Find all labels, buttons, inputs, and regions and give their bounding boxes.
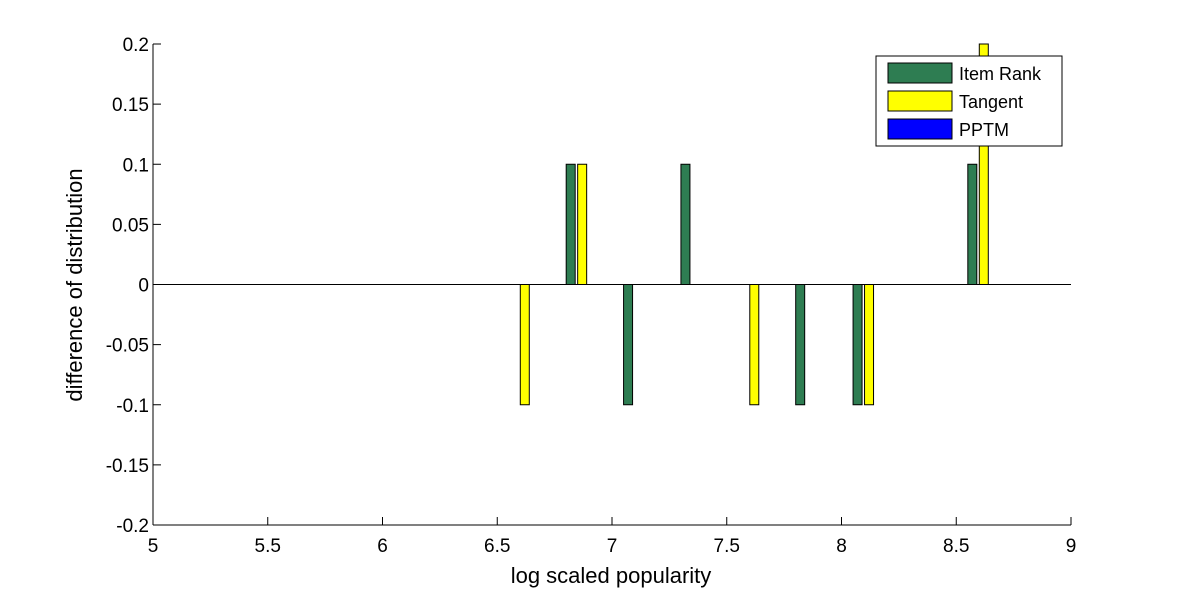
legend-label-tangent: Tangent bbox=[959, 92, 1023, 112]
bar-tangent bbox=[864, 284, 875, 406]
bar-tangent bbox=[519, 284, 530, 406]
bar-tangent bbox=[749, 284, 760, 406]
y-tick-label: -0.05 bbox=[106, 336, 149, 357]
y-tick-label: -0.1 bbox=[116, 396, 149, 417]
x-tick-label: 9 bbox=[1066, 536, 1077, 557]
x-tick-label: 8 bbox=[836, 536, 847, 557]
y-tick-label: 0.15 bbox=[112, 95, 149, 116]
y-tick-label: 0.2 bbox=[123, 35, 149, 56]
x-tick-label: 7 bbox=[607, 536, 618, 557]
y-tick-label: -0.15 bbox=[106, 456, 149, 477]
legend-swatch-tangent bbox=[887, 90, 953, 112]
x-tick-label: 5.5 bbox=[255, 536, 281, 557]
y-tick-label: 0.05 bbox=[112, 215, 149, 236]
axis-ticks: 5 5.5 6 6.5 7 7.5 8 8.5 9 -0.2 -0.15 -0.1 -0.05 0 0.05… bbox=[106, 35, 1077, 557]
bar-tangent bbox=[978, 43, 989, 285]
y-tick-label: 0.1 bbox=[123, 155, 149, 176]
legend-label-pptm: PPTM bbox=[959, 120, 1009, 140]
y-tick-label: 0 bbox=[138, 276, 149, 297]
bar-item-rank bbox=[795, 284, 806, 406]
bar-item-rank bbox=[565, 163, 576, 285]
legend-label-item-rank: Item Rank bbox=[959, 64, 1042, 84]
legend: Item Rank Tangent PPTM bbox=[875, 55, 1063, 147]
bar-item-rank bbox=[967, 163, 978, 285]
x-axis-label: log scaled popularity bbox=[511, 563, 712, 588]
x-tick-label: 7.5 bbox=[714, 536, 740, 557]
bar-tangent bbox=[577, 163, 588, 285]
legend-swatch-pptm bbox=[887, 118, 953, 140]
x-tick-label: 6 bbox=[377, 536, 388, 557]
y-tick-label: -0.2 bbox=[116, 516, 149, 537]
bar-item-rank bbox=[680, 163, 691, 285]
bar-series bbox=[519, 43, 989, 406]
legend-swatch-item-rank bbox=[887, 62, 953, 84]
bar-item-rank bbox=[623, 284, 634, 406]
x-tick-label: 8.5 bbox=[943, 536, 969, 557]
y-axis-label: difference of distribution bbox=[62, 168, 87, 401]
x-tick-label: 5 bbox=[148, 536, 159, 557]
x-tick-label: 6.5 bbox=[484, 536, 510, 557]
bar-item-rank bbox=[852, 284, 863, 406]
